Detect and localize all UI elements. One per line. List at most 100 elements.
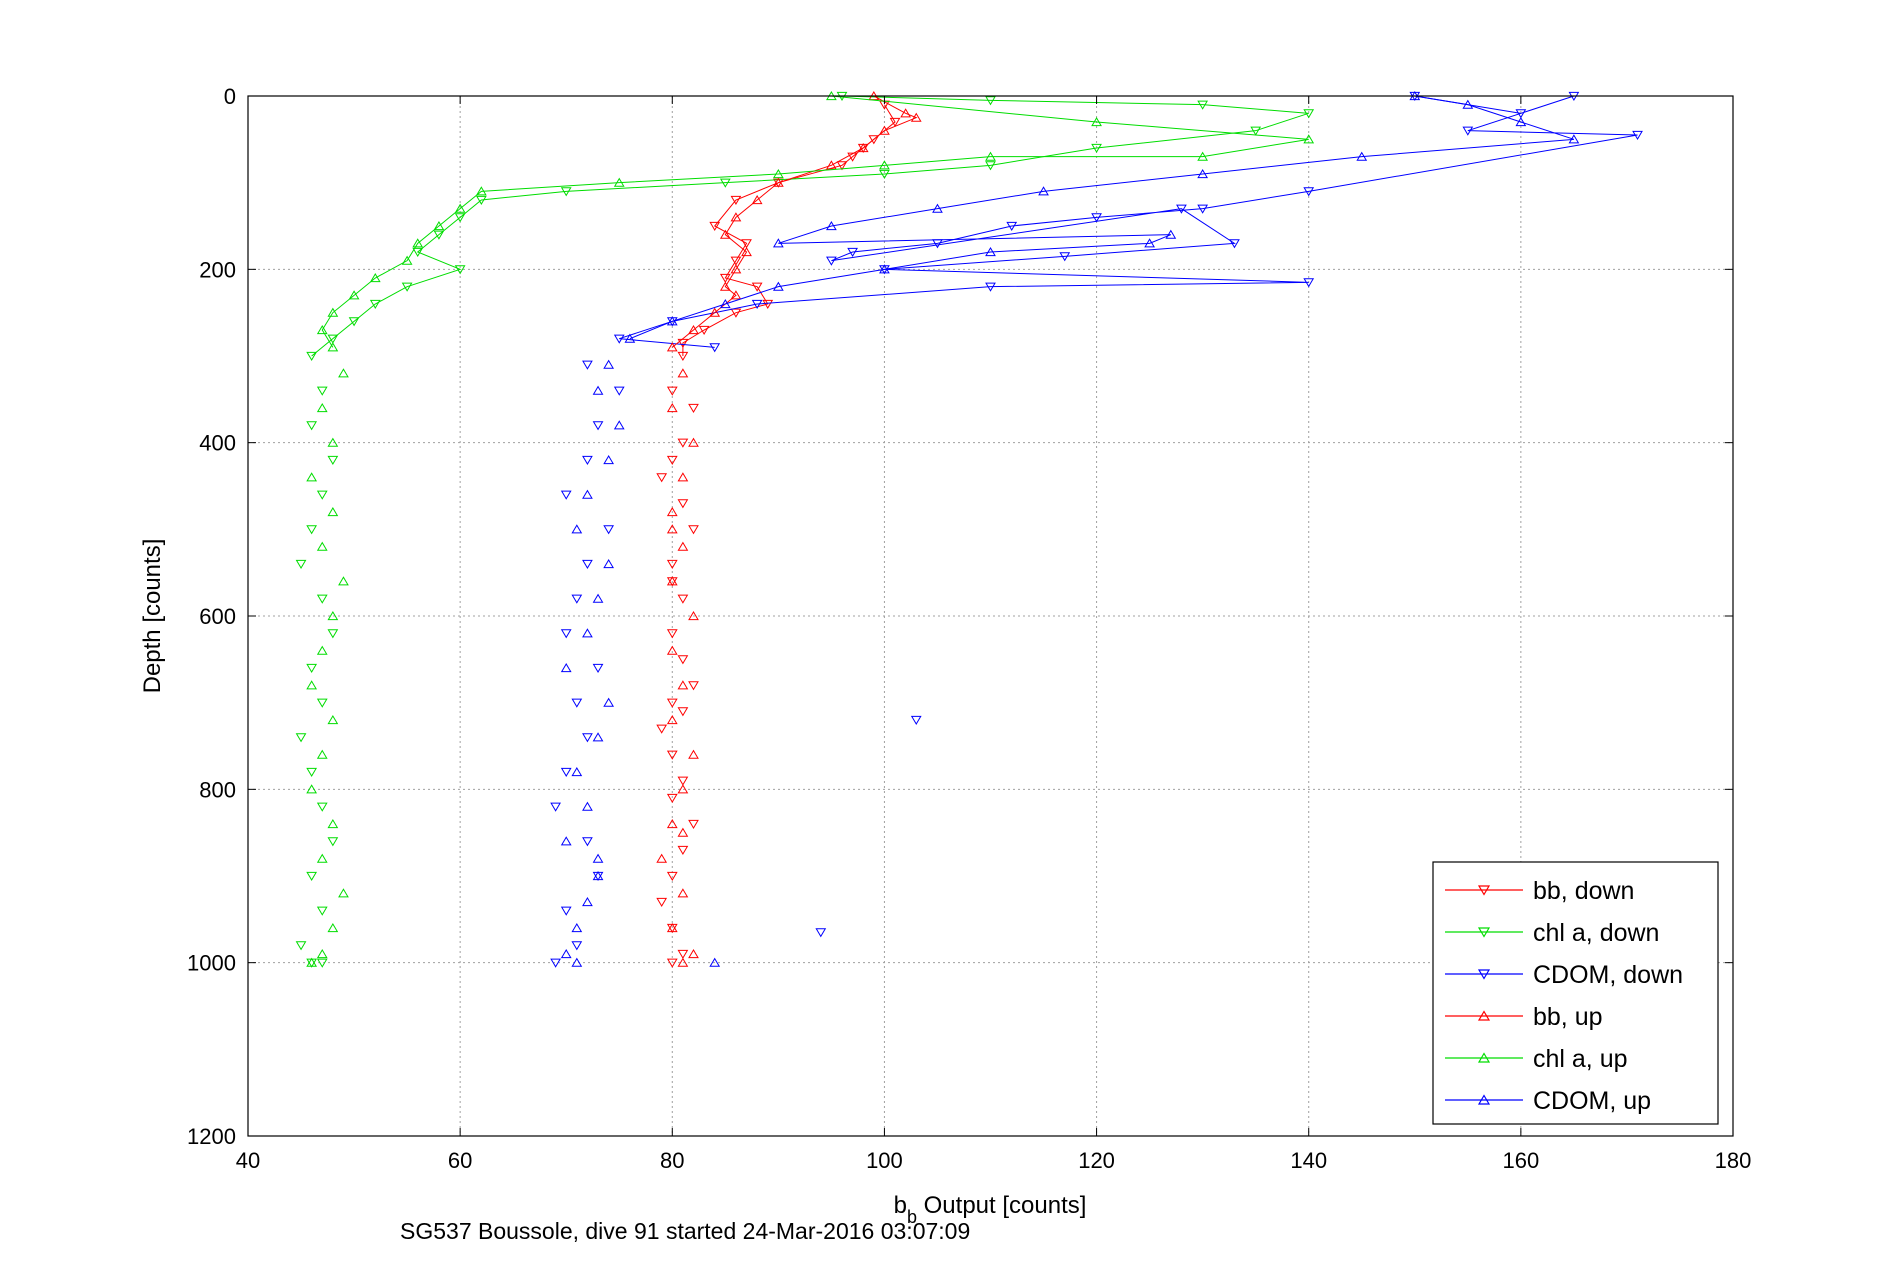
- data-point: [688, 610, 699, 621]
- data-point: [719, 298, 731, 309]
- data-point: [836, 161, 848, 171]
- data-point: [1462, 126, 1474, 136]
- data-point: [603, 454, 615, 465]
- data-point: [677, 845, 689, 856]
- data-point: [1303, 187, 1315, 197]
- data-point: [666, 958, 678, 968]
- data-point: [582, 837, 593, 847]
- data-point: [666, 922, 678, 933]
- data-point: [879, 125, 890, 135]
- data-point: [751, 282, 763, 292]
- data-point: [412, 247, 424, 258]
- data-point: [677, 888, 689, 898]
- data-point: [603, 525, 615, 535]
- y-tick-label: 1200: [187, 1124, 236, 1149]
- data-point: [666, 342, 678, 352]
- y-tick-label: 400: [199, 431, 236, 456]
- data-point: [560, 906, 572, 916]
- data-point: [571, 766, 583, 777]
- legend-label: chl a, down: [1533, 919, 1659, 947]
- data-point: [327, 334, 339, 344]
- data-point: [677, 957, 689, 967]
- data-point: [327, 437, 339, 447]
- data-point: [316, 594, 328, 604]
- data-point: [677, 827, 689, 837]
- data-point: [295, 941, 307, 951]
- data-point: [932, 203, 943, 213]
- x-tick-label: 60: [448, 1148, 472, 1173]
- data-point: [677, 655, 689, 665]
- data-point: [348, 317, 360, 327]
- legend-label: CDOM, down: [1533, 961, 1683, 989]
- data-point: [327, 455, 339, 466]
- data-point: [698, 325, 710, 336]
- data-point: [475, 195, 487, 206]
- data-point: [613, 177, 625, 187]
- data-point: [677, 351, 689, 362]
- data-point: [316, 948, 328, 959]
- data-point: [560, 662, 572, 673]
- data-point: [571, 922, 583, 933]
- data-point: [688, 403, 699, 414]
- data-point: [295, 733, 307, 743]
- data-point: [454, 213, 466, 223]
- data-point: [327, 922, 339, 933]
- x-axis-label: bb Output [counts]: [894, 1192, 1087, 1227]
- data-point: [719, 281, 731, 291]
- legend-item-bb-down: bb, down: [1445, 877, 1634, 905]
- data-point: [1303, 278, 1315, 288]
- data-point: [719, 229, 731, 239]
- data-point: [592, 663, 604, 674]
- legend: bb, down chl a, down CDOM, down bb, up chl a…: [1432, 861, 1719, 1125]
- data-point: [571, 698, 583, 708]
- data-point: [1632, 130, 1643, 141]
- data-point: [751, 194, 763, 205]
- data-point: [677, 776, 689, 786]
- data-point: [327, 307, 339, 317]
- data-point: [1197, 100, 1209, 110]
- legend-item-cdom-down: CDOM, down: [1445, 961, 1683, 989]
- data-point: [316, 402, 328, 413]
- data-point: [338, 888, 349, 898]
- data-point: [1197, 204, 1209, 214]
- series-line: [311, 95, 1309, 357]
- data-point: [741, 246, 752, 257]
- data-point: [666, 576, 678, 586]
- legend-box: [1432, 861, 1719, 1125]
- data-point: [369, 299, 381, 310]
- data-point: [327, 714, 339, 725]
- data-point: [306, 421, 318, 431]
- data-point: [454, 203, 466, 213]
- data-point: [316, 749, 328, 759]
- data-point: [1462, 99, 1474, 109]
- data-point: [666, 793, 678, 804]
- legend-label: CDOM, up: [1533, 1087, 1651, 1115]
- legend-label: chl a, up: [1533, 1045, 1628, 1073]
- data-point: [688, 324, 699, 335]
- data-point: [316, 324, 328, 335]
- data-point: [677, 541, 689, 551]
- data-point: [316, 541, 328, 551]
- legend-label: bb, up: [1533, 1003, 1603, 1031]
- data-point: [709, 343, 721, 353]
- data-point: [656, 897, 668, 908]
- data-point: [709, 307, 721, 317]
- data-point: [985, 282, 996, 292]
- data-point: [582, 489, 593, 499]
- data-point: [1091, 213, 1102, 223]
- data-point: [1197, 151, 1209, 161]
- grid: [248, 96, 1733, 1136]
- data-point: [327, 629, 339, 639]
- data-point: [910, 112, 922, 122]
- data-point: [592, 421, 604, 431]
- data-point: [401, 282, 413, 292]
- data-point: [772, 281, 784, 291]
- data-point: [624, 333, 636, 343]
- figure-caption: SG537 Boussole, dive 91 started 24-Mar-2…: [400, 1218, 971, 1244]
- data-point: [560, 836, 572, 846]
- x-tick-label: 120: [1078, 1148, 1115, 1173]
- data-point: [677, 338, 689, 349]
- data-point: [348, 290, 360, 300]
- data-point: [306, 957, 318, 967]
